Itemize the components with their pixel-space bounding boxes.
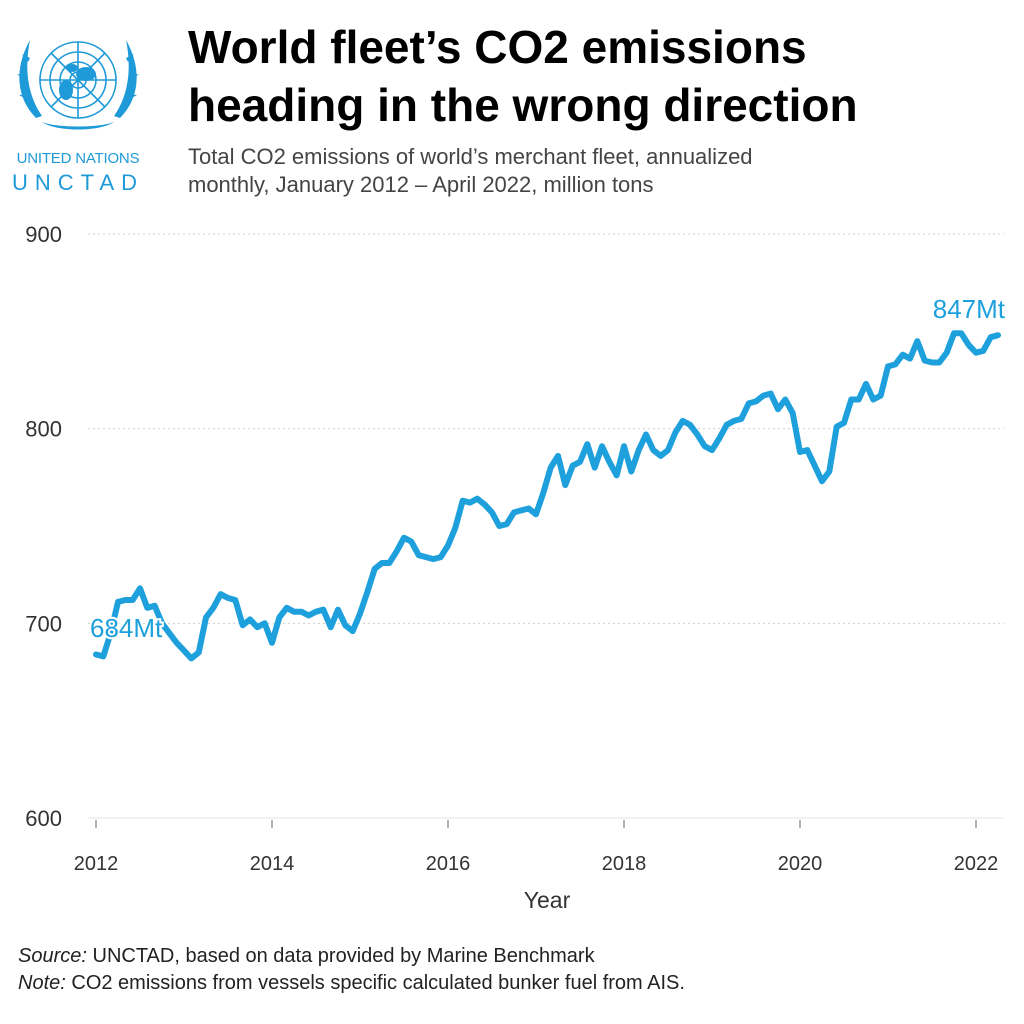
- chart-footer: Source: UNCTAD, based on data provided b…: [18, 943, 1008, 997]
- x-tick-label: 2022: [954, 853, 999, 875]
- org-acronym: UNCTAD: [11, 170, 145, 195]
- x-tick-label: 2018: [602, 853, 647, 875]
- y-tick-label: 900: [25, 222, 62, 247]
- un-emblem-logo: [6, 18, 150, 198]
- end-value-label: 847Mt: [933, 294, 1006, 324]
- source-text: UNCTAD, based on data provided by Marine…: [86, 945, 595, 967]
- org-name: UNITED NATIONS: [16, 150, 140, 167]
- note-line: Note: CO2 emissions from vessels specifi…: [18, 970, 1008, 997]
- chart-subtitle: Total CO2 emissions of world’s merchant …: [188, 143, 988, 199]
- subtitle-line-2: monthly, January 2012 – April 2022, mill…: [188, 172, 654, 197]
- y-tick-label: 700: [25, 611, 62, 636]
- y-tick-label: 800: [25, 417, 62, 442]
- source-line: Source: UNCTAD, based on data provided b…: [18, 943, 1008, 970]
- start-value-label: 684Mt: [90, 613, 163, 643]
- x-tick-label: 2014: [250, 853, 295, 875]
- title-line-1: World fleet’s CO2 emissions: [188, 21, 807, 73]
- x-tick-label: 2020: [778, 853, 823, 875]
- note-label: Note:: [18, 972, 66, 994]
- x-tick-label: 2016: [426, 853, 471, 875]
- x-axis-title: Year: [524, 887, 571, 913]
- subtitle-line-1: Total CO2 emissions of world’s merchant …: [188, 144, 753, 169]
- page-title: World fleet’s CO2 emissions heading in t…: [188, 18, 1008, 134]
- un-emblem-icon: [17, 40, 139, 130]
- y-tick-label: 600: [25, 806, 62, 831]
- series-line: [93, 330, 1001, 662]
- x-tick-label: 2012: [74, 853, 119, 875]
- source-label: Source:: [18, 945, 87, 967]
- title-line-2: heading in the wrong direction: [188, 79, 858, 131]
- note-text: CO2 emissions from vessels specific calc…: [65, 972, 685, 994]
- line-chart: 600 700 800 900 2012 2014 2016 2018 2020 2022 Year…: [25, 222, 1006, 913]
